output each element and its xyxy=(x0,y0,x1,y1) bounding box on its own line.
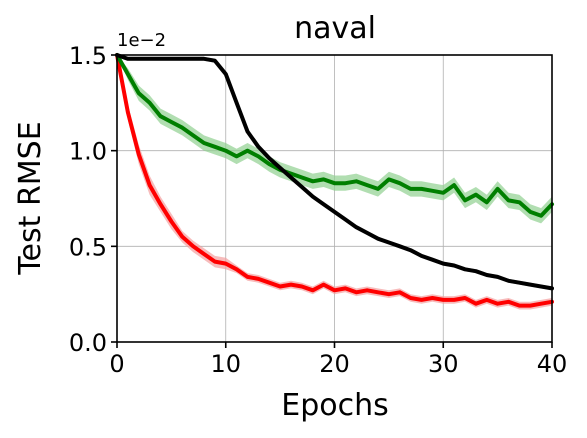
y-tick-label-1: 0.5 xyxy=(69,233,107,261)
tick-labels: 0 10 20 30 40 0.0 0.5 1.0 1.5 xyxy=(69,42,567,378)
series-0-line xyxy=(115,53,554,308)
x-tick-label-2: 20 xyxy=(319,350,350,378)
y-tick-label-0: 0.0 xyxy=(69,329,107,357)
x-tick-label-1: 10 xyxy=(210,350,241,378)
x-tick-label-3: 30 xyxy=(428,350,459,378)
chart-title: naval xyxy=(294,11,376,46)
x-axis-label: Epochs xyxy=(281,388,389,423)
series-2-line xyxy=(115,53,554,291)
axis-ticks xyxy=(111,54,553,348)
y-offset-label: 1e−2 xyxy=(117,30,166,51)
x-tick-label-4: 40 xyxy=(537,350,568,378)
series-lines xyxy=(115,53,554,308)
y-axis-label: Test RMSE xyxy=(13,121,48,275)
confidence-bands xyxy=(117,55,552,310)
series-1-band xyxy=(117,55,552,224)
y-tick-label-2: 1.0 xyxy=(69,138,107,166)
series-1-line xyxy=(115,53,554,218)
x-tick-label-0: 0 xyxy=(109,350,124,378)
y-tick-label-3: 1.5 xyxy=(69,42,107,70)
